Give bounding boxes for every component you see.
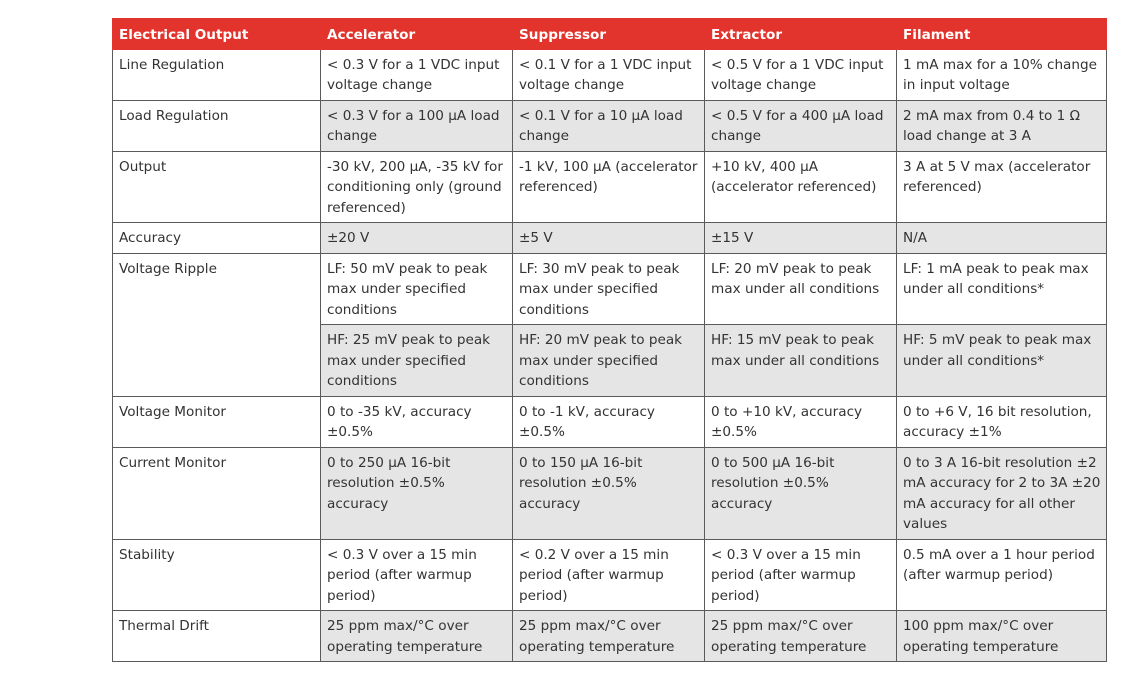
table-cell: HF: 25 mV peak to peak max under specifi… bbox=[320, 324, 513, 397]
table-cell: 25 ppm max/°C over operating temperature bbox=[512, 610, 705, 662]
table-cell: LF: 50 mV peak to peak max under specifi… bbox=[320, 252, 513, 325]
row-label: Stability bbox=[112, 538, 321, 611]
table-row: Current Monitor 0 to 250 µA 16-bit resolu… bbox=[112, 446, 1107, 540]
table-cell: < 0.1 V for a 10 µA load change bbox=[512, 99, 705, 152]
table-cell: HF: 20 mV peak to peak max under specifi… bbox=[512, 324, 705, 397]
table-cell: 0 to 150 µA 16-bit resolution ±0.5% accu… bbox=[512, 446, 705, 540]
header-cell: Filament bbox=[896, 18, 1107, 50]
table-cell: 0 to 3 A 16-bit resolution ±2 mA accurac… bbox=[896, 446, 1107, 540]
table-cell: < 0.5 V for a 400 µA load change bbox=[704, 99, 897, 152]
table-cell: 1 mA max for a 10% change in input volta… bbox=[896, 48, 1107, 101]
table-cell: LF: 20 mV peak to peak max under all con… bbox=[704, 252, 897, 325]
table-cell: 2 mA max from 0.4 to 1 Ω load change at … bbox=[896, 99, 1107, 152]
table-cell: < 0.3 V for a 100 µA load change bbox=[320, 99, 513, 152]
row-label: Voltage Ripple bbox=[112, 252, 321, 397]
table-cell: 0 to +10 kV, accuracy ±0.5% bbox=[704, 395, 897, 448]
spec-table: Electrical Output Accelerator Suppressor Ex… bbox=[112, 18, 1107, 662]
table-cell: 0.5 mA over a 1 hour period (after warmu… bbox=[896, 538, 1107, 611]
table-cell: 0 to 250 µA 16-bit resolution ±0.5% accu… bbox=[320, 446, 513, 540]
table-cell: 3 A at 5 V max (accelerator referenced) bbox=[896, 150, 1107, 223]
table-row: Output -30 kV, 200 µA, -35 kV for conditi… bbox=[112, 150, 1107, 223]
table-cell: < 0.3 V for a 1 VDC input voltage change bbox=[320, 48, 513, 101]
table-cell: < 0.2 V over a 15 min period (after warm… bbox=[512, 538, 705, 611]
table-cell: -1 kV, 100 µA (accelerator referenced) bbox=[512, 150, 705, 223]
header-cell: Suppressor bbox=[512, 18, 705, 50]
table-cell: ±20 V bbox=[320, 222, 513, 254]
header-cell: Electrical Output bbox=[112, 18, 321, 50]
table-cell: < 0.1 V for a 1 VDC input voltage change bbox=[512, 48, 705, 101]
table-row: Voltage Monitor 0 to -35 kV, accuracy ±0.… bbox=[112, 395, 1107, 448]
table-cell: 0 to 500 µA 16-bit resolution ±0.5% accu… bbox=[704, 446, 897, 540]
table-row: Voltage Ripple LF: 50 mV peak to peak max… bbox=[112, 252, 1107, 397]
header-cell: Extractor bbox=[704, 18, 897, 50]
row-label: Line Regulation bbox=[112, 48, 321, 101]
table-cell: 100 ppm max/°C over operating temperatur… bbox=[896, 610, 1107, 662]
table-cell: +10 kV, 400 µA (accelerator referenced) bbox=[704, 150, 897, 223]
table-cell: ±5 V bbox=[512, 222, 705, 254]
table-cell: N/A bbox=[896, 222, 1107, 254]
table-cell: 0 to -1 kV, accuracy ±0.5% bbox=[512, 395, 705, 448]
table-cell: 0 to +6 V, 16 bit resolution, accuracy ±… bbox=[896, 395, 1107, 448]
table-row: Accuracy ±20 V ±5 V ±15 V N/A bbox=[112, 222, 1107, 254]
table-cell: 25 ppm max/°C over operating temperature bbox=[320, 610, 513, 662]
table-cell: 25 ppm max/°C over operating temperature bbox=[704, 610, 897, 662]
table-cell: HF: 5 mV peak to peak max under all cond… bbox=[896, 324, 1107, 397]
table-cell: HF: 15 mV peak to peak max under all con… bbox=[704, 324, 897, 397]
table-cell: LF: 30 mV peak to peak max under specifi… bbox=[512, 252, 705, 325]
header-cell: Accelerator bbox=[320, 18, 513, 50]
table-cell: < 0.5 V for a 1 VDC input voltage change bbox=[704, 48, 897, 101]
table-row: HF: 25 mV peak to peak max under specifi… bbox=[113, 324, 1107, 397]
table-row: Line Regulation < 0.3 V for a 1 VDC input… bbox=[112, 48, 1107, 101]
table-cell: 0 to -35 kV, accuracy ±0.5% bbox=[320, 395, 513, 448]
table-row: Thermal Drift 25 ppm max/°C over operatin… bbox=[112, 610, 1107, 662]
table-row: Stability < 0.3 V over a 15 min period (a… bbox=[112, 538, 1107, 611]
row-label: Output bbox=[112, 150, 321, 223]
row-label: Accuracy bbox=[112, 222, 321, 254]
table-cell: -30 kV, 200 µA, -35 kV for conditioning … bbox=[320, 150, 513, 223]
row-label: Load Regulation bbox=[112, 99, 321, 152]
table-cell: < 0.3 V over a 15 min period (after warm… bbox=[320, 538, 513, 611]
table-cell: LF: 1 mA peak to peak max under all cond… bbox=[896, 252, 1107, 325]
row-label: Voltage Monitor bbox=[112, 395, 321, 448]
header-row: Electrical Output Accelerator Suppressor Ex… bbox=[112, 18, 1107, 50]
row-label: Current Monitor bbox=[112, 446, 321, 540]
table-row: Load Regulation < 0.3 V for a 100 µA load… bbox=[112, 99, 1107, 152]
table-cell: < 0.3 V over a 15 min period (after warm… bbox=[704, 538, 897, 611]
row-label: Thermal Drift bbox=[112, 610, 321, 662]
spec-table-wrap: Electrical Output Accelerator Suppressor Ex… bbox=[112, 18, 1107, 662]
table-cell: ±15 V bbox=[704, 222, 897, 254]
